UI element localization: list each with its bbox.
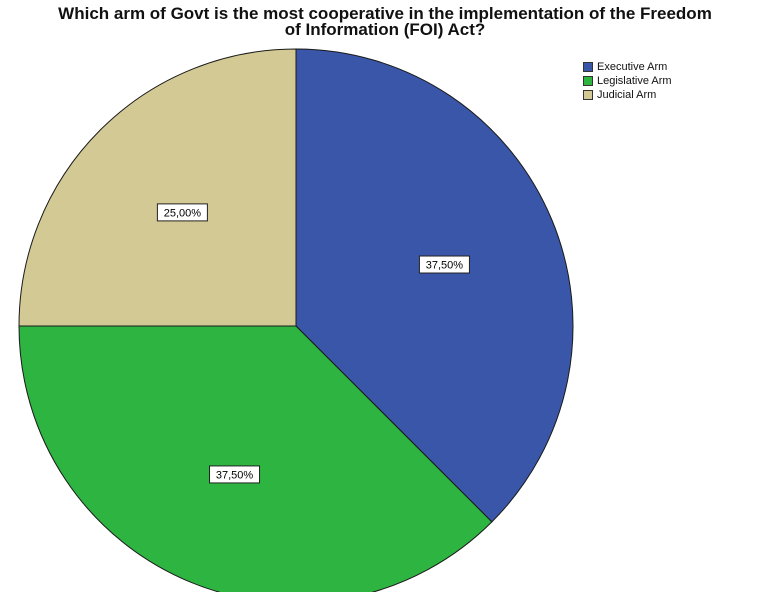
pie-slice-judicial	[18, 48, 297, 327]
data-label-box-judicial	[156, 203, 208, 222]
data-label-box-legislative	[209, 465, 261, 484]
chart-title: Which arm of Govt is the most cooperativ…	[0, 4, 770, 39]
legend-item-executive: Executive Arm	[583, 60, 672, 74]
data-label-text-legislative: 37,50%	[216, 469, 254, 481]
chart-title-line-1: Which arm of Govt is the most cooperativ…	[58, 4, 712, 23]
legend-swatch-executive	[583, 62, 593, 72]
data-label-text-judicial: 25,00%	[164, 207, 202, 219]
pie-slices	[18, 48, 574, 592]
legend-swatch-legislative	[583, 76, 593, 86]
legend-label-legislative: Legislative Arm	[597, 75, 672, 87]
data-label-box-executive	[418, 255, 470, 274]
legend: Executive Arm Legislative Arm Judicial A…	[583, 60, 672, 102]
legend-label-executive: Executive Arm	[597, 61, 668, 73]
pie-slice-executive	[295, 48, 574, 523]
legend-item-judicial: Judicial Arm	[583, 88, 672, 102]
pie-slice-legislative	[18, 325, 493, 592]
data-label-executive: 37,50%	[418, 255, 470, 274]
data-label-judicial: 25,00%	[156, 203, 208, 222]
data-label-text-executive: 37,50%	[426, 260, 464, 272]
pie-data-labels: 37,50% 37,50% 25,00%	[156, 203, 470, 484]
legend-item-legislative: Legislative Arm	[583, 74, 672, 88]
chart-title-line-2: of Information (FOI) Act?	[284, 20, 486, 39]
legend-swatch-judicial	[583, 90, 593, 100]
legend-label-judicial: Judicial Arm	[597, 89, 657, 101]
data-label-legislative: 37,50%	[209, 465, 261, 484]
